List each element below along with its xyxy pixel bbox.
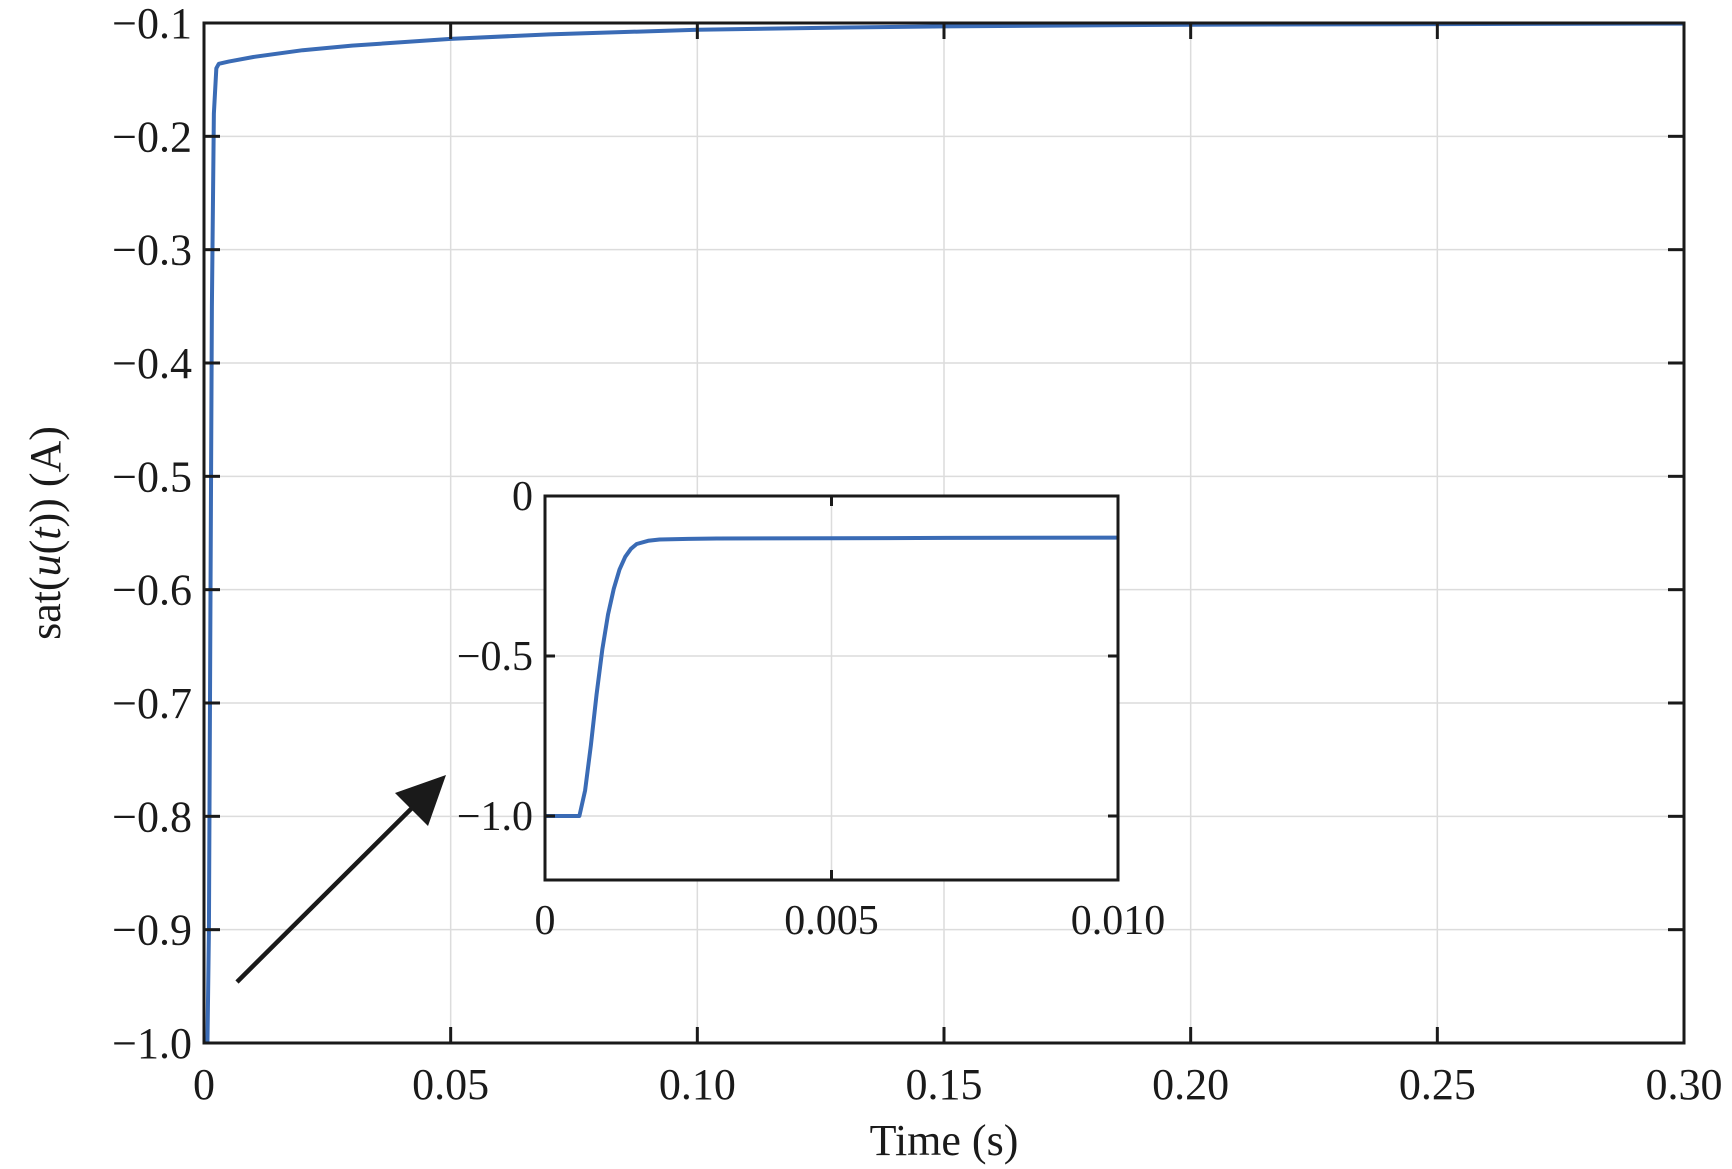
main-y-tick-label: −0.3 <box>112 226 192 275</box>
zoom-arrow-shaft <box>235 800 420 984</box>
inset-x-tick-label: 0.010 <box>1071 898 1166 944</box>
main-x-tick-label: 0 <box>193 1060 215 1109</box>
main-y-tick-label: −0.7 <box>112 679 192 728</box>
main-series-group <box>204 23 1684 1043</box>
main-plot-frame <box>202 21 1686 1045</box>
inset-x-tick-label: 0 <box>535 898 556 944</box>
y-axis-label-part: ( <box>21 540 70 555</box>
main-x-tick-label: 0.30 <box>1646 1060 1723 1109</box>
main-y-tick-label: −0.9 <box>112 906 192 955</box>
main-y-tick-label: −0.1 <box>112 0 192 48</box>
main-series-line <box>204 23 1684 1043</box>
main-x-tick-label: 0.20 <box>1152 1060 1229 1109</box>
inset-series-group <box>545 535 1118 818</box>
main-x-tick-label: 0.10 <box>659 1060 736 1109</box>
y-axis-label: sat(u(t)) (A) <box>21 426 70 640</box>
inset-x-tick-labels: 0 0.005 0.010 <box>535 898 1166 944</box>
main-y-tick-label: −0.2 <box>112 112 192 161</box>
main-x-tick-label: 0.15 <box>906 1060 983 1109</box>
inset-y-tick-label: 0 <box>512 474 533 520</box>
inset-series-line <box>545 535 1118 818</box>
inset-y-tick-label: −1.0 <box>457 794 533 840</box>
main-y-tick-label: −0.4 <box>112 339 192 388</box>
y-axis-label-part: u <box>21 554 70 576</box>
inset-plot: 0 0.005 0.010 0 −0.5 −1.0 <box>457 474 1165 944</box>
main-y-tick-labels: −0.1 −0.2 −0.3 −0.4 −0.5 −0.6 −0.7 −0.8 −0.9 −1.0 <box>112 0 192 1068</box>
inset-plot-frame <box>543 494 1120 882</box>
main-y-tick-label: −0.8 <box>112 792 192 841</box>
y-axis-label-part: )) (A) <box>21 426 70 527</box>
main-x-tick-label: 0.25 <box>1399 1060 1476 1109</box>
inset-y-tick-labels: 0 −0.5 −1.0 <box>457 474 533 840</box>
main-x-tick-label: 0.05 <box>412 1060 489 1109</box>
y-axis-label-part: sat( <box>21 576 70 640</box>
inset-y-tick-label: −0.5 <box>457 634 533 680</box>
main-y-tick-label: −0.6 <box>112 566 192 615</box>
zoom-arrow <box>235 775 446 984</box>
zoom-arrow-head <box>395 775 446 826</box>
y-axis-label-part: t <box>21 526 70 540</box>
inset-x-tick-label: 0.005 <box>784 898 879 944</box>
main-y-tick-label: −0.5 <box>112 452 192 501</box>
x-axis-label: Time (s) <box>870 1116 1019 1165</box>
main-y-tick-label: −1.0 <box>112 1019 192 1068</box>
main-x-tick-labels: 0 0.05 0.10 0.15 0.20 0.25 0.30 <box>193 1060 1723 1109</box>
